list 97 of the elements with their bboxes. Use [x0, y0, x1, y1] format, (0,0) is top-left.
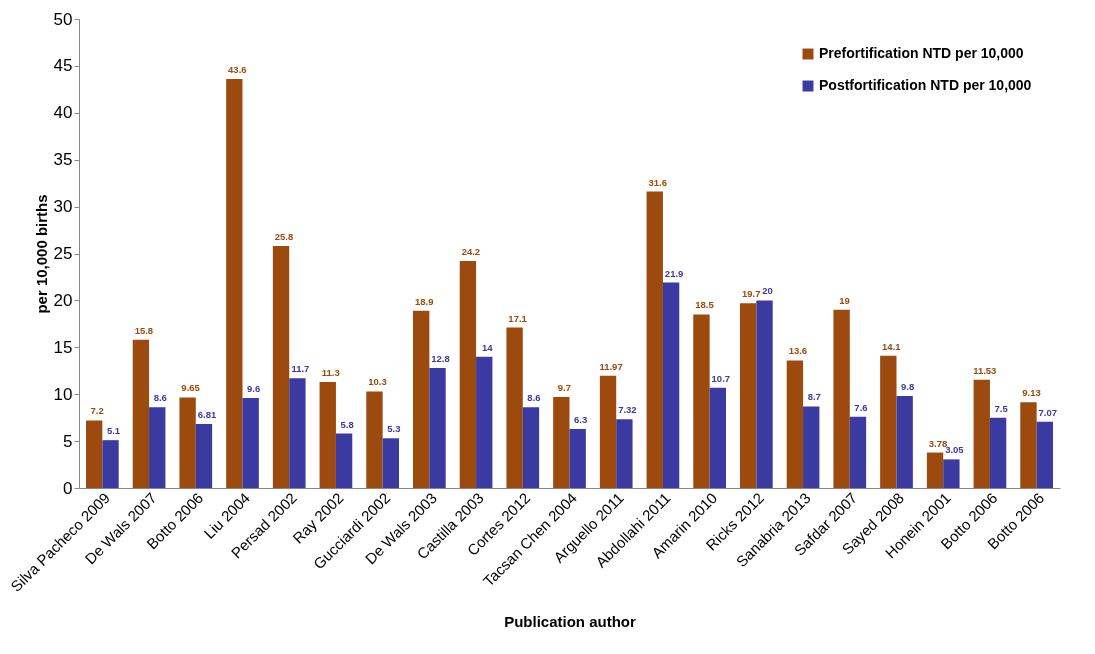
data-label: 18.5 — [695, 299, 715, 311]
bar — [740, 303, 757, 488]
bar — [226, 79, 243, 488]
y-tick-label: 45 — [53, 56, 73, 76]
data-label: 21.9 — [664, 267, 684, 279]
data-label: 14.1 — [882, 340, 902, 352]
data-label: 8.7 — [807, 391, 821, 403]
bar — [756, 300, 773, 488]
bar — [506, 327, 523, 488]
data-label: 12.8 — [431, 352, 450, 364]
bar — [289, 378, 306, 488]
bar — [599, 375, 617, 488]
data-label: 19 — [839, 294, 850, 306]
data-label: 20 — [762, 285, 773, 297]
data-label: 17.1 — [508, 312, 528, 324]
bar — [272, 246, 290, 488]
bar — [896, 396, 913, 488]
bar — [86, 420, 103, 488]
bar — [926, 452, 944, 488]
data-label: 7.32 — [618, 404, 637, 416]
y-tick-label: 20 — [53, 290, 73, 310]
data-label: 5.3 — [387, 423, 401, 435]
y-tick-label: 25 — [53, 244, 73, 263]
bar — [709, 387, 726, 488]
bar — [849, 416, 867, 488]
bar — [646, 191, 663, 488]
y-axis-title: per 10,000 births — [32, 194, 50, 314]
y-tick-label: 15 — [53, 337, 73, 357]
bar — [102, 440, 119, 488]
legend-label: Postfortification NTD per 10,000 — [819, 77, 1032, 93]
data-label: 7.6 — [854, 401, 868, 413]
data-label: 7.5 — [994, 402, 1009, 414]
bar — [476, 356, 493, 488]
bar — [149, 407, 166, 488]
bar — [459, 261, 477, 488]
x-axis-title: Publication author — [504, 612, 636, 630]
data-label: 9.8 — [901, 381, 915, 393]
data-label: 5.8 — [340, 418, 354, 430]
bar — [880, 355, 897, 488]
data-label: 10.3 — [368, 376, 387, 388]
bar — [242, 397, 259, 488]
data-label: 19.7 — [741, 288, 761, 300]
data-label: 6.3 — [574, 413, 588, 425]
data-label: 11.97 — [599, 360, 623, 372]
data-label: 8.6 — [153, 392, 167, 404]
y-tick-label: 10 — [53, 384, 73, 404]
bar — [803, 406, 820, 488]
data-label: 9.65 — [181, 382, 201, 394]
y-tick-label: 0 — [63, 478, 73, 498]
bar — [833, 309, 850, 488]
data-label: 25.8 — [274, 231, 294, 242]
legend-label: Prefortification NTD per 10,000 — [819, 45, 1024, 61]
bar — [569, 428, 586, 488]
bar — [366, 391, 383, 488]
bar — [1020, 402, 1037, 488]
bar — [522, 407, 540, 488]
data-label: 5.1 — [106, 425, 121, 437]
bar — [382, 438, 399, 488]
bar — [973, 379, 990, 488]
data-label: 14 — [481, 341, 494, 353]
bar — [989, 417, 1007, 488]
data-label: 9.7 — [557, 382, 571, 394]
bar — [616, 419, 633, 488]
y-tick-label: 40 — [53, 103, 73, 123]
data-label: 13.6 — [788, 345, 808, 357]
data-label: 7.07 — [1038, 406, 1058, 418]
data-label: 11.7 — [291, 363, 310, 375]
y-tick-label: 30 — [53, 197, 73, 217]
data-label: 18.9 — [414, 295, 434, 307]
data-label: 11.53 — [973, 364, 997, 376]
data-label: 10.7 — [711, 372, 731, 384]
data-label: 24.2 — [461, 246, 481, 257]
data-label: 8.6 — [527, 392, 541, 404]
bar — [429, 367, 446, 488]
bar — [179, 397, 196, 488]
data-label: 6.81 — [197, 409, 217, 421]
bar — [943, 459, 960, 488]
bar — [319, 382, 336, 488]
bar — [786, 360, 804, 488]
data-label: 15.8 — [134, 324, 154, 336]
bar — [693, 314, 710, 488]
bar — [553, 397, 570, 488]
data-label: 31.6 — [648, 176, 667, 188]
bar — [132, 339, 150, 488]
data-label: 9.6 — [247, 382, 261, 394]
data-label: 7.2 — [90, 405, 104, 417]
bar — [1036, 421, 1053, 488]
bar — [662, 282, 680, 488]
bar — [195, 424, 213, 488]
bar — [413, 310, 430, 488]
data-label: 43.6 — [228, 64, 247, 76]
y-tick-label: 35 — [53, 150, 73, 170]
y-tick-label: 5 — [63, 431, 73, 451]
data-label: 9.13 — [1022, 387, 1041, 399]
y-tick-label: 50 — [53, 9, 73, 29]
bar — [335, 433, 353, 488]
data-label: 11.3 — [321, 367, 340, 379]
